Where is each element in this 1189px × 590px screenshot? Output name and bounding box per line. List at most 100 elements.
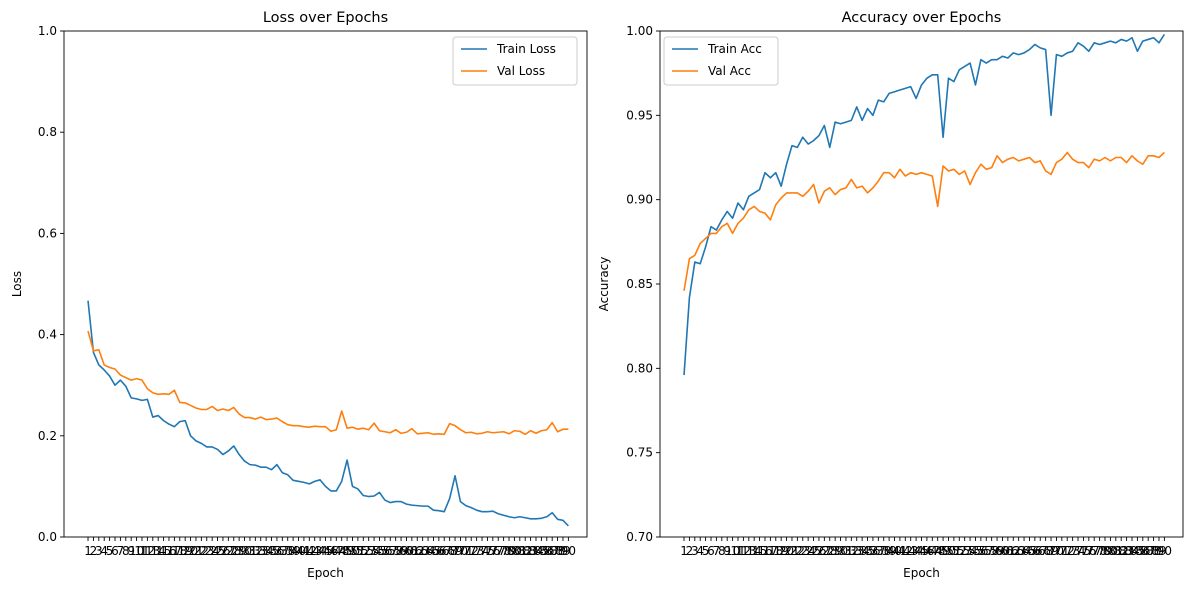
plot-frame	[63, 30, 588, 538]
x-tick-label: 68	[442, 544, 457, 558]
legend-entry: Train Acc	[707, 42, 762, 56]
x-tick-label: 76	[485, 544, 500, 558]
x-tick-label: 89	[555, 544, 570, 558]
x-tick-label: 38	[876, 544, 891, 558]
x-tick-label: 51	[946, 544, 961, 558]
x-tick-label: 78	[496, 544, 511, 558]
x-tick-label: 61	[404, 544, 419, 558]
plot-frame	[659, 30, 1184, 538]
series-line-train-loss	[87, 300, 569, 527]
x-tick-label: 73	[469, 544, 484, 558]
x-tick-label: 68	[1038, 544, 1053, 558]
x-tick-label: 57	[979, 544, 994, 558]
x-tick-label: 20	[183, 544, 198, 558]
x-tick-label: 34	[854, 544, 869, 558]
x-tick-label: 25	[806, 544, 821, 558]
x-tick-label: 35	[860, 544, 875, 558]
x-tick-label: 43	[903, 544, 918, 558]
x-tick-label: 60	[399, 544, 414, 558]
x-tick-label: 70	[1049, 544, 1064, 558]
x-tick-label: 74	[474, 544, 489, 558]
x-tick-label: 7	[713, 544, 721, 558]
x-tick-label: 62	[1006, 544, 1021, 558]
x-tick-label: 16	[161, 544, 176, 558]
x-tick-label: 26	[811, 544, 826, 558]
y-tick-label: 0.6	[38, 226, 57, 240]
x-tick-label: 59	[989, 544, 1004, 558]
chart-0: Loss over Epochs0.00.20.40.60.81.0123456…	[10, 10, 588, 580]
x-tick-label: 48	[334, 544, 349, 558]
x-tick-label: 33	[849, 544, 864, 558]
x-tick-label: 56	[973, 544, 988, 558]
x-tick-label: 37	[275, 544, 290, 558]
x-tick-label: 87	[1141, 544, 1156, 558]
x-tick-label: 71	[1054, 544, 1069, 558]
x-tick-label: 24	[801, 544, 816, 558]
chart-title: Accuracy over Epochs	[842, 10, 1002, 26]
x-tick-label: 46	[919, 544, 934, 558]
x-tick-label: 12	[140, 544, 155, 558]
series-line-val-loss	[87, 330, 569, 436]
x-tick-label: 48	[930, 544, 945, 558]
x-tick-label: 20	[779, 544, 794, 558]
x-tick-label: 81	[1108, 544, 1123, 558]
x-tick-label: 72	[1060, 544, 1075, 558]
x-tick-label: 14	[151, 544, 166, 558]
x-tick-label: 42	[898, 544, 913, 558]
x-tick-label: 24	[205, 544, 220, 558]
x-tick-label: 49	[935, 544, 950, 558]
x-tick-label: 47	[329, 544, 344, 558]
x-tick-label: 86	[1135, 544, 1150, 558]
x-tick-label: 85	[534, 544, 549, 558]
y-tick-label: 0.70	[626, 530, 653, 544]
x-tick-label: 59	[393, 544, 408, 558]
x-tick-label: 23	[199, 544, 214, 558]
x-tick-label: 83	[1119, 544, 1134, 558]
legend-entry: Train Loss	[496, 42, 556, 56]
x-tick-label: 85	[1130, 544, 1145, 558]
x-tick-label: 65	[1022, 544, 1037, 558]
x-tick-label: 44	[312, 544, 327, 558]
x-tick-label: 76	[1081, 544, 1096, 558]
x-tick-label: 58	[388, 544, 403, 558]
x-tick-label: 4	[696, 544, 704, 558]
x-tick-label: 64	[420, 544, 435, 558]
x-tick-label: 1	[680, 544, 688, 558]
x-tick-label: 12	[736, 544, 751, 558]
x-tick-label: 67	[1033, 544, 1048, 558]
x-tick-label: 89	[1151, 544, 1166, 558]
x-tick-label: 27	[221, 544, 236, 558]
x-tick-label: 28	[822, 544, 837, 558]
x-tick-label: 41	[296, 544, 311, 558]
legend-entry: Val Acc	[708, 64, 751, 78]
x-tick-label: 19	[774, 544, 789, 558]
x-tick-label: 74	[1070, 544, 1085, 558]
x-tick-label: 21	[188, 544, 203, 558]
x-tick-label: 15	[156, 544, 171, 558]
x-tick-label: 17	[167, 544, 182, 558]
y-axis-label: Accuracy	[597, 257, 611, 312]
x-tick-label: 69	[447, 544, 462, 558]
x-tick-label: 75	[480, 544, 495, 558]
x-tick-label: 37	[871, 544, 886, 558]
x-tick-label: 32	[248, 544, 263, 558]
x-tick-label: 26	[215, 544, 230, 558]
y-tick-label: 0.2	[38, 429, 57, 443]
x-tick-label: 45	[318, 544, 333, 558]
x-tick-label: 73	[1065, 544, 1080, 558]
x-tick-label: 22	[194, 544, 209, 558]
x-tick-label: 39	[285, 544, 300, 558]
x-tick-label: 63	[415, 544, 430, 558]
x-axis-label: Epoch	[307, 566, 344, 580]
x-tick-label: 58	[984, 544, 999, 558]
x-tick-label: 21	[784, 544, 799, 558]
x-tick-label: 71	[458, 544, 473, 558]
x-tick-label: 43	[307, 544, 322, 558]
x-tick-label: 72	[464, 544, 479, 558]
x-tick-label: 86	[539, 544, 554, 558]
x-tick-label: 29	[828, 544, 843, 558]
x-tick-label: 22	[790, 544, 805, 558]
y-tick-label: 1.0	[38, 24, 57, 38]
x-tick-label: 84	[528, 544, 543, 558]
x-tick-label: 18	[172, 544, 187, 558]
